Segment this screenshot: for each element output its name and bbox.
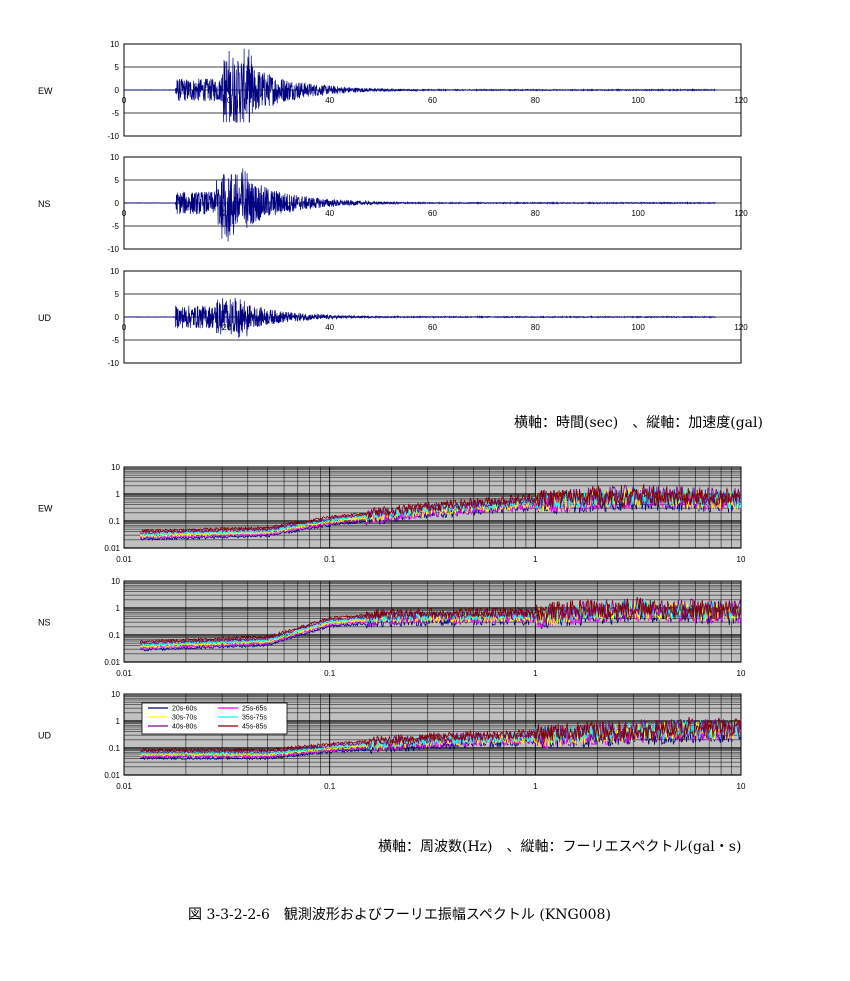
- x-tick-label: 60: [428, 96, 437, 105]
- x-tick-label: 0: [122, 323, 127, 332]
- y-tick-label: 1: [116, 604, 121, 613]
- x-tick-label: 60: [428, 323, 437, 332]
- x-tick-label: 40: [325, 323, 334, 332]
- y-tick-label: 0.01: [104, 658, 120, 667]
- component-label: NS: [38, 618, 51, 628]
- y-tick-label: 10: [111, 690, 120, 699]
- y-tick-label: 1: [116, 490, 121, 499]
- component-label: UD: [38, 731, 51, 741]
- y-tick-label: 5: [115, 63, 120, 72]
- component-label: NS: [38, 199, 51, 209]
- spectrum-series-line: [140, 484, 742, 535]
- x-tick-label: 120: [734, 96, 748, 105]
- x-tick-label: 40: [325, 209, 334, 218]
- y-tick-label: 0.1: [109, 631, 121, 640]
- spectrum-series-line: [140, 717, 742, 753]
- y-tick-label: 0.1: [109, 517, 121, 526]
- y-tick-label: 10: [110, 40, 119, 49]
- y-tick-label: 10: [111, 463, 120, 472]
- spectrum-series-line: [140, 722, 742, 760]
- spectrum-series-line: [139, 596, 742, 644]
- x-tick-label: 0.1: [324, 555, 336, 564]
- x-tick-label: 80: [531, 96, 540, 105]
- x-tick-label: 1: [533, 555, 538, 564]
- y-tick-label: 5: [115, 290, 120, 299]
- waveform-trace: [123, 48, 716, 123]
- y-tick-label: 10: [110, 153, 119, 162]
- spectrum-chart-ew: 10 1 0.1 0.01 0.01 0.1 1 10 EW: [38, 463, 746, 564]
- y-tick-label: 1: [116, 717, 121, 726]
- x-tick-label: 1: [533, 669, 538, 678]
- y-tick-label: -5: [112, 109, 120, 118]
- x-tick-label: 60: [428, 209, 437, 218]
- waveform-trace: [123, 297, 716, 338]
- x-tick-label: 120: [734, 323, 748, 332]
- spectrum-chart-ud: 10 1 0.1 0.01 0.01 0.1 1 10 UD 20s-60s 25s-65s 30s-…: [38, 690, 746, 791]
- y-tick-label: -5: [112, 336, 120, 345]
- y-tick-label: 0: [115, 86, 120, 95]
- x-tick-label: 20: [222, 96, 231, 105]
- x-tick-label: 1: [533, 782, 538, 791]
- waveform-trace: [123, 168, 716, 242]
- x-tick-label: 0: [122, 209, 127, 218]
- y-tick-label: -10: [107, 245, 119, 254]
- y-tick-label: -10: [107, 359, 119, 368]
- y-tick-label: 0: [115, 199, 120, 208]
- y-tick-label: 0.01: [104, 544, 120, 553]
- spectrum-axis-caption: 横軸：周波数(Hz) 、縦軸：フーリエスペクトル(gal・s): [378, 839, 742, 855]
- figure-title: 図 3-3-2-2-6 観測波形およびフーリエ振幅スペクトル (KNG008): [188, 907, 611, 923]
- spectrum-chart-ns: 10 1 0.1 0.01 0.01 0.1 1 10 NS: [38, 577, 746, 678]
- y-tick-label: 0.01: [104, 771, 120, 780]
- y-tick-label: 0: [115, 313, 120, 322]
- y-tick-label: 0.1: [109, 744, 121, 753]
- legend-label: 30s-70s: [172, 715, 197, 722]
- legend: 20s-60s 25s-65s 30s-70s 35s-75s 40s-80s 45s-8…: [141, 702, 288, 735]
- spectrum-series-line: [139, 604, 742, 652]
- x-tick-label: 0: [122, 96, 127, 105]
- component-label: EW: [38, 504, 53, 514]
- legend-label: 20s-60s: [172, 706, 197, 713]
- x-tick-label: 10: [737, 782, 746, 791]
- x-tick-label: 10: [737, 555, 746, 564]
- x-tick-label: 0.1: [324, 782, 336, 791]
- time-axis-caption: 横軸：時間(sec) 、縦軸：加速度(gal): [514, 415, 763, 431]
- y-tick-label: 5: [115, 176, 120, 185]
- legend-label: 25s-65s: [242, 706, 267, 713]
- legend-label: 35s-75s: [242, 715, 267, 722]
- y-tick-label: 10: [111, 577, 120, 586]
- x-tick-label: 80: [531, 323, 540, 332]
- x-tick-label: 100: [631, 209, 645, 218]
- x-tick-label: 80: [531, 209, 540, 218]
- x-tick-label: 40: [325, 96, 334, 105]
- x-tick-label: 0.01: [116, 555, 132, 564]
- component-label: UD: [38, 313, 51, 323]
- y-tick-label: -5: [112, 222, 120, 231]
- x-tick-label: 0.01: [116, 782, 132, 791]
- component-label: EW: [38, 86, 53, 96]
- x-tick-label: 100: [631, 323, 645, 332]
- x-tick-label: 120: [734, 209, 748, 218]
- y-tick-label: -10: [107, 132, 119, 141]
- legend-label: 45s-85s: [242, 724, 267, 731]
- spectrum-series-line: [140, 484, 741, 534]
- x-tick-label: 100: [631, 96, 645, 105]
- legend-label: 40s-80s: [172, 724, 197, 731]
- x-tick-label: 0.01: [116, 669, 132, 678]
- x-tick-label: 0.1: [324, 669, 336, 678]
- y-tick-label: 10: [110, 267, 119, 276]
- x-tick-label: 20: [222, 323, 231, 332]
- x-tick-label: 10: [737, 669, 746, 678]
